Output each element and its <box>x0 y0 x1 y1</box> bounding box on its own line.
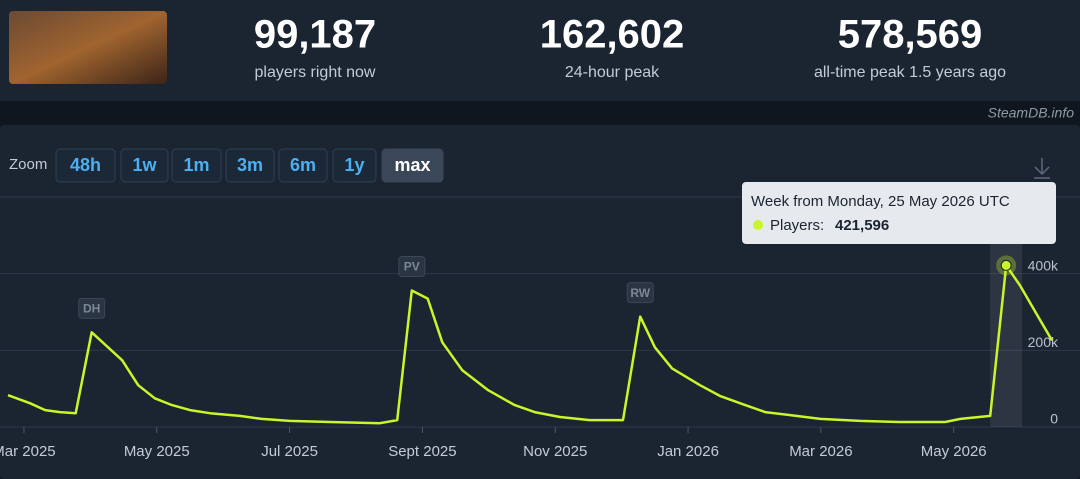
y-tick-label: 400k <box>1028 257 1059 273</box>
y-tick-label: 0 <box>1050 411 1058 427</box>
zoom-button-label[interactable]: 6m <box>290 155 316 175</box>
game-thumbnail[interactable] <box>9 11 167 84</box>
zoom-button-label[interactable]: 1w <box>132 155 157 175</box>
stat-label: all-time peak 1.5 years ago <box>814 64 1006 81</box>
stats-panel <box>0 0 1080 101</box>
stat-label: 24-hour peak <box>565 64 660 81</box>
zoom-label: Zoom <box>9 156 47 173</box>
zoom-button[interactable] <box>171 148 222 183</box>
stat-label: players right now <box>255 64 376 81</box>
zoom-button-label[interactable]: 3m <box>237 155 263 175</box>
stat-value: 99,187 <box>254 13 376 57</box>
x-tick-label: Sept 2025 <box>388 443 456 460</box>
tooltip-title: Week from Monday, 25 May 2026 UTC <box>751 193 1010 210</box>
annotation-flag <box>626 282 654 304</box>
annotation-label: PV <box>404 260 420 274</box>
stat-value: 578,569 <box>838 13 983 57</box>
zoom-button-label[interactable]: 1y <box>344 155 364 175</box>
zoom-button[interactable] <box>120 148 169 183</box>
zoom-button[interactable] <box>225 148 275 183</box>
x-tick-label: Nov 2025 <box>523 443 587 460</box>
annotation-flag <box>78 297 106 319</box>
zoom-button[interactable] <box>332 148 377 183</box>
x-tick-label: May 2025 <box>124 443 190 460</box>
zoom-button-label[interactable]: 1m <box>183 155 209 175</box>
zoom-button[interactable] <box>55 148 116 183</box>
tooltip-series: Players: <box>770 217 824 234</box>
zoom-button[interactable] <box>381 148 444 183</box>
tooltip-swatch <box>753 220 763 230</box>
tooltip: Week from Monday, 25 May 2026 UTC Players… <box>742 182 1056 244</box>
stat-value: 162,602 <box>540 13 685 57</box>
annotation-label: RW <box>630 286 650 300</box>
download-icon[interactable] <box>1034 158 1050 179</box>
y-tick-label: 200k <box>1028 334 1059 350</box>
tooltip-box <box>742 182 1056 244</box>
series-line <box>7 264 1054 425</box>
zoom-button-label[interactable]: 48h <box>70 155 101 175</box>
x-tick-label: Mar 2026 <box>789 443 852 460</box>
zoom-button[interactable] <box>278 148 328 183</box>
x-tick-label: Mar 2025 <box>0 443 56 460</box>
x-tick-label: Jul 2025 <box>261 443 318 460</box>
zoom-button-label[interactable]: max <box>394 155 430 175</box>
x-tick-label: May 2026 <box>921 443 987 460</box>
brand: SteamDB.info <box>988 105 1075 121</box>
annotation-flag <box>398 256 426 278</box>
annotation-label: DH <box>83 301 100 315</box>
tooltip-value: 421,596 <box>835 217 889 234</box>
point <box>1000 259 1012 271</box>
x-tick-label: Jan 2026 <box>657 443 719 460</box>
